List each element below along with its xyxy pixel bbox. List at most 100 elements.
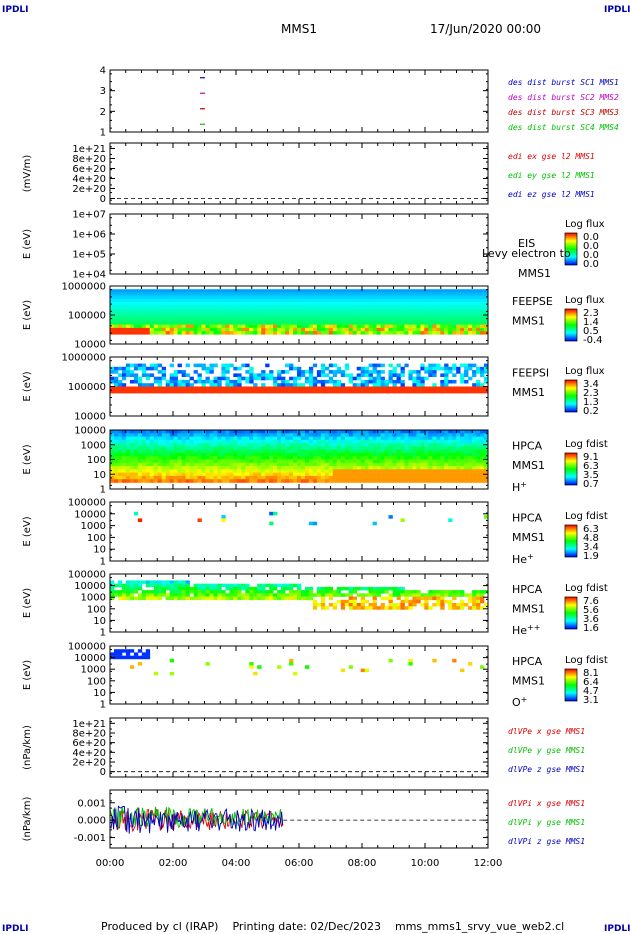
- heatmap-cell: [432, 439, 437, 444]
- heatmap-cell: [237, 433, 242, 437]
- heatmap-cell: [277, 331, 282, 335]
- heatmap-cell: [217, 472, 222, 477]
- heatmap-cell: [476, 469, 481, 473]
- heatmap-cell: [444, 479, 449, 483]
- heatmap-cell: [221, 433, 226, 437]
- heatmap-cell: [201, 469, 206, 473]
- y-tick-label: 100: [87, 676, 106, 687]
- heatmap-cell: [121, 459, 127, 464]
- heatmap-cell: [400, 472, 405, 477]
- heatmap-cell: [125, 324, 131, 329]
- heatmap-cell: [277, 462, 282, 467]
- heatmap-cell: [277, 456, 282, 460]
- heatmap-cell: [153, 366, 159, 371]
- heatmap-cell: [360, 370, 365, 374]
- heatmap-cell: [420, 331, 425, 335]
- heatmap-cell: [161, 439, 166, 444]
- heatmap-cell: [344, 459, 350, 464]
- heatmap-cell: [241, 452, 246, 457]
- heatmap-cell: [356, 292, 361, 296]
- heatmap-cell: [348, 593, 353, 597]
- heatmap-cell: [436, 305, 441, 309]
- heatmap-cell: [110, 308, 115, 313]
- heatmap-cell: [193, 327, 198, 332]
- heatmap-cell: [464, 298, 469, 303]
- heatmap-cell: [205, 327, 210, 332]
- heatmap-cell: [297, 459, 302, 464]
- heatmap-cell: [289, 662, 294, 666]
- heatmap-cell: [312, 318, 318, 322]
- heatmap-cell: [332, 302, 338, 306]
- heatmap-cell: [460, 289, 465, 293]
- y-axis-label: E (eV): [22, 444, 33, 474]
- heatmap-cell: [388, 373, 393, 377]
- heatmap-cell: [372, 363, 377, 368]
- heatmap-cell: [149, 308, 155, 313]
- heatmap-cell: [289, 443, 294, 447]
- heatmap-cell: [161, 466, 166, 470]
- heatmap-cell: [460, 443, 465, 447]
- heatmap-cell: [125, 433, 131, 437]
- heatmap-cell: [281, 433, 286, 437]
- heatmap-cell: [348, 298, 353, 303]
- heatmap-cell: [177, 383, 182, 387]
- heatmap-cell: [269, 302, 274, 306]
- heatmap-cell: [189, 446, 194, 450]
- heatmap-cell: [396, 289, 401, 293]
- heatmap-cell: [285, 593, 290, 597]
- heatmap-cell: [165, 439, 170, 444]
- heatmap-cell: [289, 433, 294, 437]
- heatmap-cell: [336, 430, 342, 434]
- heatmap-cell: [233, 295, 238, 300]
- heatmap-cell: [213, 469, 218, 473]
- heatmap-cell: [412, 452, 417, 457]
- heatmap-cell: [472, 318, 477, 322]
- heatmap-cell: [312, 308, 318, 313]
- heatmap-cell: [129, 593, 135, 597]
- heatmap-cell: [348, 456, 353, 460]
- heatmap-cell: [165, 389, 170, 394]
- heatmap-cell: [368, 443, 373, 447]
- instrument-label: MMS1: [512, 459, 545, 472]
- heatmap-cell: [114, 318, 119, 322]
- heatmap-cell: [209, 439, 214, 444]
- heatmap-cell: [149, 363, 155, 368]
- heatmap-cell: [125, 311, 131, 316]
- heatmap-cell: [400, 315, 405, 319]
- heatmap-cell: [432, 366, 437, 371]
- heatmap-cell: [125, 466, 131, 470]
- heatmap-cell: [197, 318, 202, 322]
- heatmap-cell: [332, 443, 338, 447]
- heatmap-cell: [316, 295, 322, 300]
- heatmap-cell: [125, 472, 131, 477]
- heatmap-cell: [452, 305, 457, 309]
- heatmap-cell: [388, 308, 393, 313]
- heatmap-cell: [185, 472, 190, 477]
- heatmap-cell: [193, 389, 198, 394]
- heatmap-cell: [352, 469, 357, 473]
- heatmap-cell: [169, 389, 174, 394]
- heatmap-cell: [245, 472, 250, 477]
- heatmap-cell: [153, 436, 159, 441]
- heatmap-cell: [344, 302, 350, 306]
- heatmap-cell: [340, 302, 346, 306]
- heatmap-cell: [114, 449, 119, 454]
- heatmap-cell: [428, 430, 433, 434]
- heatmap-cell: [376, 379, 381, 384]
- heatmap-cell: [412, 466, 417, 470]
- heatmap-cell: [388, 430, 393, 434]
- heatmap-cell: [384, 479, 389, 483]
- heatmap-cell: [257, 462, 262, 467]
- heatmap-cell: [221, 436, 226, 441]
- heatmap-cell: [316, 466, 322, 470]
- heatmap-cell: [468, 321, 473, 325]
- heatmap-cell: [308, 466, 314, 470]
- y-tick-label: 100000: [68, 642, 106, 653]
- x-tick-label: 08:00: [348, 858, 377, 869]
- heatmap-cell: [312, 389, 318, 394]
- heatmap-cell: [305, 459, 310, 464]
- heatmap-cell: [273, 383, 278, 387]
- heatmap-cell: [153, 475, 159, 480]
- heatmap-cell: [448, 321, 453, 325]
- heatmap-cell: [297, 366, 302, 371]
